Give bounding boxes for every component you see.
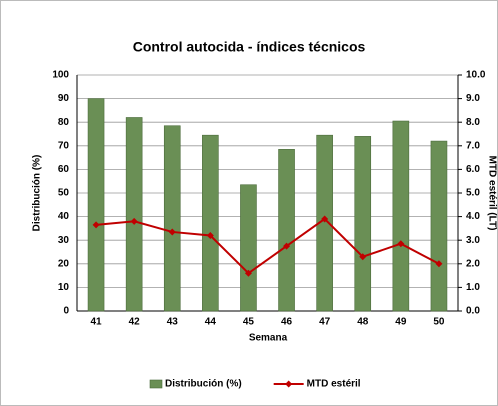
line-marker: [435, 260, 443, 268]
line-marker: [359, 253, 367, 261]
y2-tick-label: 1.0: [466, 282, 480, 293]
line-marker: [206, 231, 214, 239]
bar: [87, 98, 105, 312]
y-tick-label: 20: [58, 258, 70, 269]
line-marker: [283, 242, 291, 250]
y2-tick-label: 2.0: [466, 258, 480, 269]
legend-swatch: [149, 379, 163, 389]
y-tick-label: 100: [52, 70, 69, 81]
line-marker: [130, 217, 138, 225]
x-tick-label: 44: [205, 317, 217, 328]
y2-tick-label: 8.0: [466, 117, 480, 128]
bar: [163, 125, 181, 312]
y-tick-label: 90: [58, 93, 70, 104]
line-marker: [244, 269, 252, 277]
y2-tick-label: 0.0: [466, 306, 480, 317]
chart-title: Control autocida - índices técnicos: [133, 39, 366, 55]
y-tick-label: 50: [58, 188, 70, 199]
y-tick-label: 30: [58, 235, 70, 246]
y-tick-label: 70: [58, 140, 70, 151]
y2-tick-label: 6.0: [466, 164, 480, 175]
y2-axis-label: MTD estéril (LT): [486, 156, 497, 231]
line-marker: [397, 240, 405, 248]
y-tick-label: 10: [58, 282, 70, 293]
x-axis-label: Semana: [249, 333, 288, 344]
bar: [392, 120, 410, 312]
x-tick-label: 49: [395, 317, 407, 328]
x-tick-label: 43: [167, 317, 179, 328]
y2-tick-label: 5.0: [466, 188, 480, 199]
line-marker: [168, 228, 176, 236]
legend-label: MTD estéril: [307, 379, 361, 390]
bar: [240, 184, 257, 312]
x-tick-label: 41: [90, 317, 102, 328]
y-tick-label: 80: [58, 117, 70, 128]
x-tick-label: 48: [357, 317, 369, 328]
bar: [316, 134, 333, 312]
y-tick-label: 40: [58, 211, 70, 222]
y-tick-label: 60: [58, 164, 70, 175]
line-marker: [92, 221, 100, 229]
y2-tick-label: 9.0: [466, 93, 480, 104]
bar: [202, 134, 219, 312]
bar: [278, 149, 295, 312]
line-marker: [321, 215, 329, 223]
y-axis-label: Distribución (%): [32, 155, 43, 232]
y2-tick-label: 3.0: [466, 235, 480, 246]
bar: [354, 136, 372, 312]
x-tick-label: 47: [319, 317, 331, 328]
y2-tick-label: 10.0: [466, 70, 486, 81]
x-tick-label: 46: [281, 317, 293, 328]
y-tick-label: 0: [63, 306, 69, 317]
legend-marker: [285, 380, 293, 388]
bar: [430, 140, 448, 312]
x-tick-label: 50: [433, 317, 445, 328]
line: [95, 217, 440, 275]
bar: [125, 117, 143, 312]
y2-tick-label: 7.0: [466, 140, 480, 151]
x-tick-label: 45: [243, 317, 255, 328]
x-tick-label: 42: [129, 317, 141, 328]
legend-label: Distribución (%): [165, 379, 242, 390]
y2-tick-label: 4.0: [466, 211, 480, 222]
